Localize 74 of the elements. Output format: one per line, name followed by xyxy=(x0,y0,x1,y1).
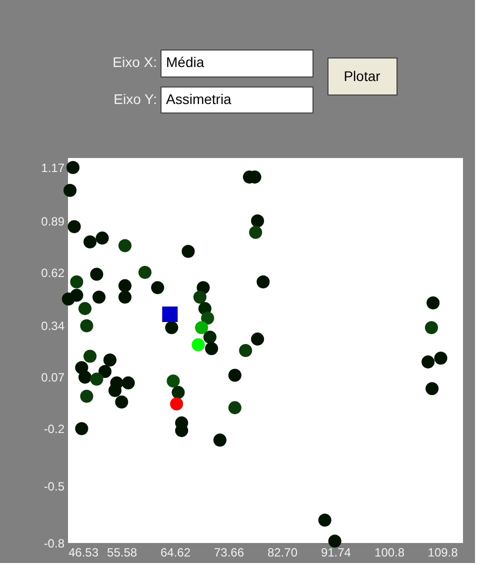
point xyxy=(203,330,216,344)
text: Plotar xyxy=(344,68,381,84)
point xyxy=(192,338,205,352)
point xyxy=(193,290,206,304)
point xyxy=(251,332,264,346)
text: Eixo Y: xyxy=(114,91,157,107)
point xyxy=(172,386,185,399)
point xyxy=(162,306,178,322)
point xyxy=(170,397,184,410)
point xyxy=(122,376,135,390)
point xyxy=(63,184,77,197)
point xyxy=(66,161,80,174)
point xyxy=(213,434,226,447)
point xyxy=(75,422,88,436)
point xyxy=(108,384,122,398)
y-tick-label: 0.34 xyxy=(41,319,65,334)
point xyxy=(92,290,106,304)
point xyxy=(228,401,242,414)
point xyxy=(90,372,104,386)
point xyxy=(80,390,94,403)
y-tick-label: -0.2 xyxy=(44,422,65,436)
point xyxy=(115,395,128,408)
x-tick-label: 91.74 xyxy=(320,546,352,560)
x-tick-label: 109.8 xyxy=(428,546,458,560)
y-tick-label: -0.5 xyxy=(44,479,65,494)
point xyxy=(182,244,195,258)
point xyxy=(96,232,109,245)
y-tick-label: 0.89 xyxy=(41,214,65,228)
point xyxy=(80,319,94,332)
point xyxy=(328,534,342,548)
x-tick-label: 64.62 xyxy=(160,546,191,560)
x-tick-label: 82.70 xyxy=(267,546,298,560)
point xyxy=(201,312,214,325)
point xyxy=(151,281,164,294)
point xyxy=(256,275,270,288)
point xyxy=(166,374,180,388)
point xyxy=(78,302,92,316)
point xyxy=(195,321,208,334)
point xyxy=(83,350,97,363)
point xyxy=(83,235,97,248)
x-tick-label: 55.58 xyxy=(107,546,138,560)
point xyxy=(251,214,264,228)
y-tick-label: -0.8 xyxy=(44,536,65,550)
point xyxy=(118,290,132,304)
point xyxy=(90,268,104,281)
x-tick-label: 46.53 xyxy=(68,546,99,560)
point xyxy=(103,354,116,367)
point xyxy=(118,279,132,292)
x-tick-label: 73.66 xyxy=(214,546,244,560)
point xyxy=(426,382,439,396)
text: Assimetria xyxy=(166,91,232,107)
point xyxy=(424,321,438,334)
point xyxy=(118,239,132,252)
point xyxy=(228,368,242,382)
point xyxy=(78,370,92,384)
point xyxy=(205,342,218,356)
text: Média xyxy=(166,54,204,70)
point xyxy=(68,220,81,234)
point xyxy=(426,296,440,310)
point xyxy=(434,352,448,365)
point xyxy=(318,514,332,527)
point xyxy=(165,321,178,334)
y-tick-label: 0.07 xyxy=(41,370,65,385)
text: Eixo X: xyxy=(112,54,157,70)
point xyxy=(422,355,435,368)
point xyxy=(70,288,84,302)
y-tick-label: 1.17 xyxy=(41,161,65,176)
point xyxy=(249,226,262,239)
point xyxy=(239,344,252,358)
point xyxy=(98,364,112,378)
point xyxy=(138,266,152,279)
y-tick-label: 0.62 xyxy=(41,266,65,280)
point xyxy=(70,275,84,288)
x-tick-label: 100.8 xyxy=(374,546,405,560)
